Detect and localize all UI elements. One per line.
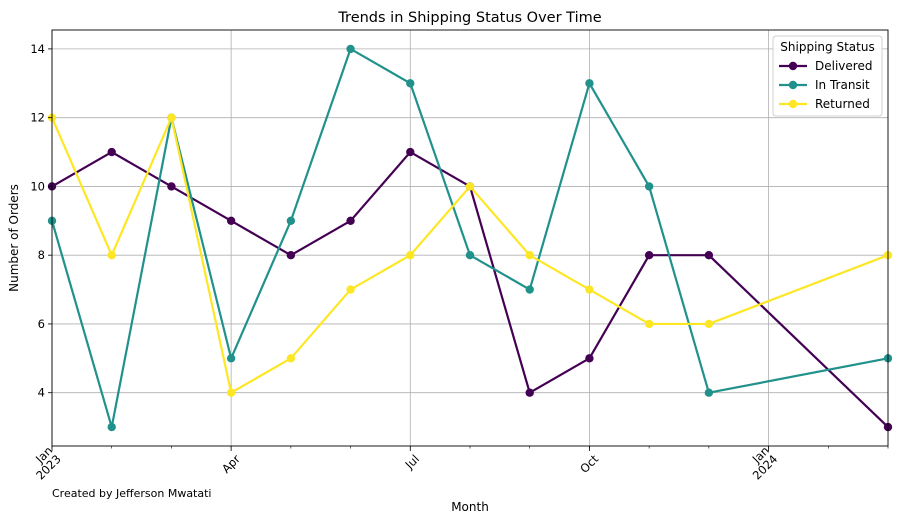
data-point-returned [286, 354, 296, 363]
y-tick-label: 6 [38, 317, 45, 331]
x-tick-label-line: Apr [219, 452, 243, 476]
data-point-in-transit [644, 182, 654, 191]
y-axis: 4 6 8 10 12 14 [30, 42, 52, 400]
x-tick-label-line: Oct [577, 452, 601, 476]
data-point-in-transit [406, 79, 415, 88]
y-tick-label: 4 [38, 386, 45, 400]
data-point-in-transit [525, 285, 534, 294]
plot-area [47, 29, 893, 447]
data-point-delivered [585, 354, 594, 363]
x-tick-label-line: Jul [402, 452, 422, 472]
legend-box [772, 35, 883, 117]
data-point-returned [406, 250, 415, 260]
legend-swatch-marker-returned [788, 99, 798, 109]
legend-label-delivered: Delivered [815, 59, 872, 73]
plot-frame [51, 29, 889, 447]
x-axis-label: Month [451, 500, 489, 514]
data-point-in-transit [346, 44, 355, 54]
data-point-delivered [704, 250, 714, 260]
data-point-in-transit [465, 250, 475, 260]
data-point-delivered [525, 388, 534, 397]
data-point-in-transit [585, 79, 594, 88]
data-point-returned [107, 250, 116, 260]
y-axis-label: Number of Orders [7, 184, 21, 292]
data-point-returned [644, 319, 654, 329]
data-point-delivered [107, 147, 116, 157]
data-point-delivered [167, 182, 176, 191]
data-point-delivered [286, 250, 296, 260]
data-point-returned [585, 285, 594, 294]
data-point-delivered [346, 216, 355, 226]
y-tick-label: 10 [30, 179, 45, 193]
y-tick-label: 12 [30, 111, 45, 125]
data-point-returned [226, 388, 236, 397]
credit-annotation: Created by Jefferson Mwatati [52, 487, 211, 500]
legend-swatch-marker-in-transit [788, 80, 798, 90]
series-line-delivered [51, 150, 889, 428]
legend: Shipping Status Delivered In Transit Return… [772, 35, 883, 117]
data-point-delivered [644, 250, 654, 260]
data-point-returned [704, 319, 714, 329]
data-point-returned [465, 182, 475, 191]
data-point-delivered [406, 147, 415, 157]
x-tick-label: Jul [402, 452, 422, 472]
legend-swatch-marker-delivered [788, 61, 798, 71]
legend-label-in-transit: In Transit [815, 78, 870, 92]
x-tick-label: Oct [577, 452, 601, 476]
data-point-in-transit [107, 422, 116, 432]
series-lines [50, 47, 889, 429]
series-line-in-transit [50, 47, 889, 429]
data-point-returned [167, 113, 176, 122]
data-point-returned [346, 285, 355, 294]
grid-lines [51, 30, 888, 446]
x-tick-label: Apr [219, 452, 243, 476]
y-tick-label: 14 [30, 42, 45, 56]
legend-label-returned: Returned [815, 97, 870, 111]
chart-title: Trends in Shipping Status Over Time [337, 10, 601, 26]
data-point-delivered [226, 216, 236, 226]
data-point-in-transit [286, 216, 296, 226]
y-tick-label: 8 [38, 248, 45, 262]
data-point-in-transit [226, 354, 236, 363]
series-markers [47, 44, 893, 432]
legend-title: Shipping Status [780, 40, 874, 54]
data-point-returned [525, 250, 534, 260]
data-point-in-transit [704, 388, 714, 397]
